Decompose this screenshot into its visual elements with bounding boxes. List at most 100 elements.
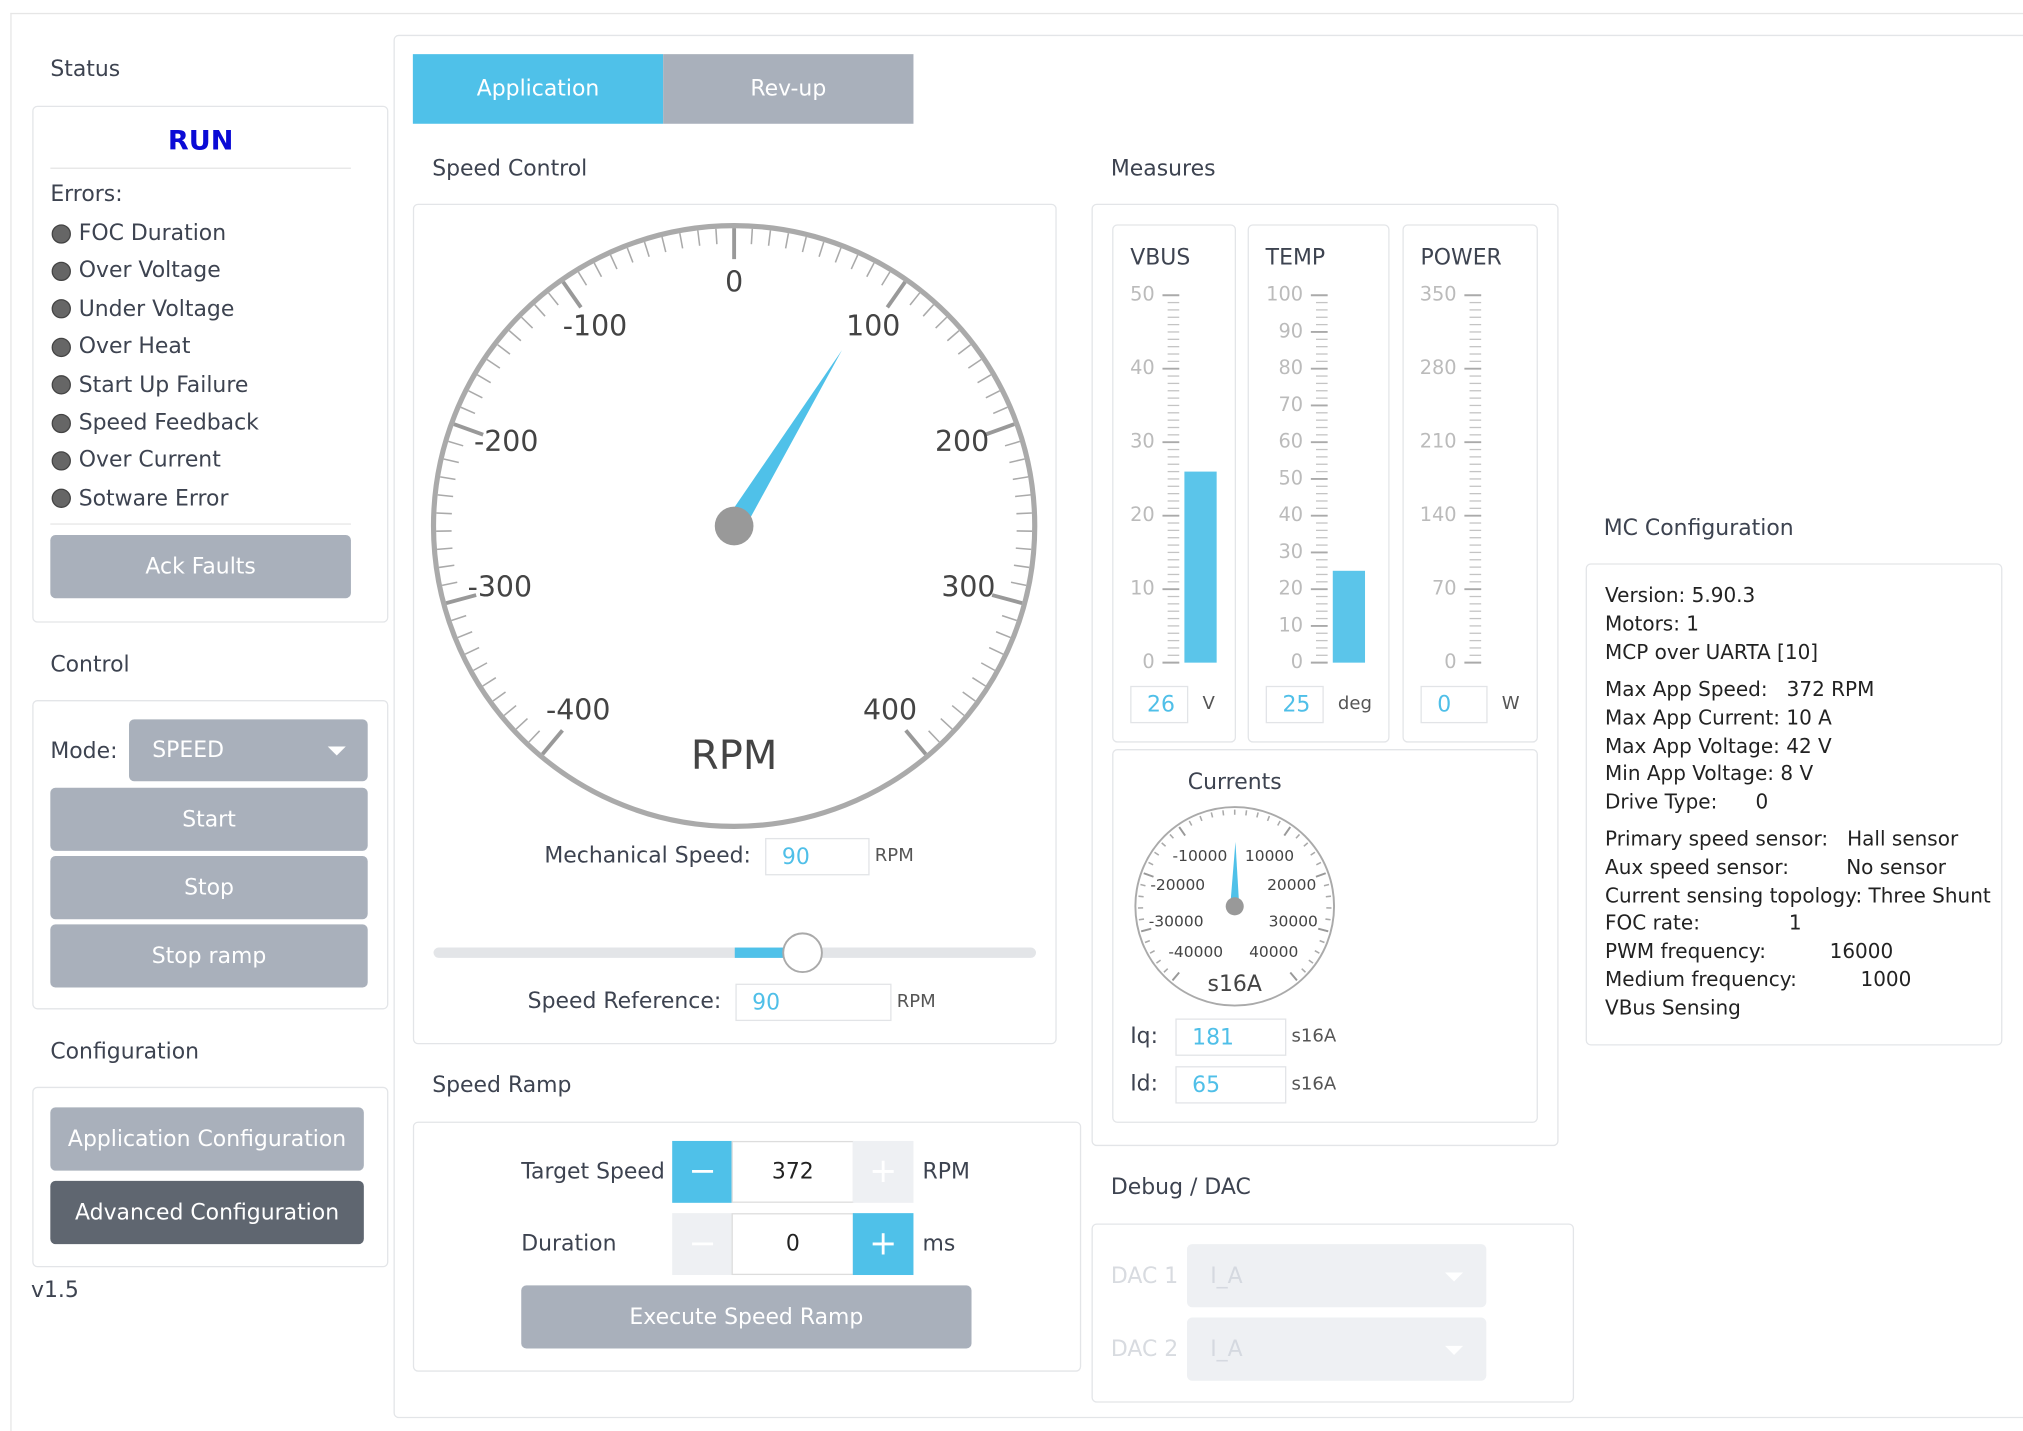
minor-tick xyxy=(1138,918,1145,921)
meter-value-field: 0 xyxy=(1420,685,1488,724)
needle xyxy=(1230,841,1240,907)
speed-reference-field[interactable]: 90 xyxy=(735,983,892,1022)
minor-tick xyxy=(928,730,940,743)
minor-tick xyxy=(992,406,1008,415)
mode-value: SPEED xyxy=(152,737,225,764)
minor-tick xyxy=(1149,950,1155,954)
unit: RPM xyxy=(874,845,914,867)
tick-label: 300 xyxy=(941,571,995,604)
error-led xyxy=(51,451,71,471)
tick-label: 200 xyxy=(935,425,989,458)
minor-tick xyxy=(988,646,1004,655)
minor-tick xyxy=(1144,939,1151,944)
configuration-button[interactable]: Application Configuration xyxy=(50,1107,364,1171)
dropdown-arrow xyxy=(327,746,346,756)
minor-tick xyxy=(940,717,953,730)
tick-mark xyxy=(1141,927,1152,933)
needle-hub xyxy=(714,506,754,546)
minor-tick xyxy=(437,494,454,498)
mc-config-line: Primary speed sensor: Hall sensor xyxy=(1605,827,1959,851)
tick-mark xyxy=(1315,872,1326,878)
minor-tick xyxy=(962,691,976,702)
minor-tick xyxy=(448,440,464,447)
minor-tick xyxy=(1154,851,1160,856)
minor-tick xyxy=(1140,883,1146,887)
tick-label: 90 xyxy=(1278,319,1303,342)
tick-label: 20 xyxy=(1130,503,1155,526)
tab-application[interactable]: Application xyxy=(412,54,664,124)
control-button[interactable]: Start xyxy=(50,787,368,851)
minus-button[interactable]: − xyxy=(672,1140,733,1203)
minor-tick xyxy=(515,717,529,730)
mc-config-line: Version: 5.90.3 xyxy=(1605,584,1756,608)
minor-tick xyxy=(977,374,992,384)
tab-rev-up[interactable]: Rev-up xyxy=(663,54,914,124)
tick-label: 20 xyxy=(1278,577,1303,600)
minor-tick xyxy=(1323,883,1330,887)
minor-tick xyxy=(1301,968,1307,973)
meter-title: VBUS xyxy=(1130,244,1191,271)
tick-label: 0 xyxy=(1142,650,1154,673)
minor-tick xyxy=(468,390,483,399)
error-led xyxy=(51,375,71,395)
tick-label: 70 xyxy=(1278,393,1303,416)
minor-tick xyxy=(909,292,921,306)
minor-tick xyxy=(767,230,772,246)
measures-title: Measures xyxy=(1110,155,1216,182)
dropdown-arrow xyxy=(1445,1272,1464,1282)
needle xyxy=(725,350,842,532)
tick-label: -30000 xyxy=(1149,912,1204,930)
plus-button[interactable]: + xyxy=(852,1213,914,1276)
minor-tick xyxy=(441,581,458,587)
run-state: RUN xyxy=(167,125,234,156)
mc-config-line: VBus Sensing xyxy=(1605,996,1741,1020)
control-button[interactable]: Stop xyxy=(50,856,368,920)
minor-tick xyxy=(486,358,501,369)
minor-tick xyxy=(1319,939,1325,944)
control-button[interactable]: Stop ramp xyxy=(50,924,368,988)
tick-label: 80 xyxy=(1278,356,1303,379)
iq-field: 181 xyxy=(1175,1018,1287,1056)
target-speed-field[interactable]: 372 xyxy=(731,1140,855,1203)
ack-faults-button[interactable]: Ack Faults xyxy=(50,535,351,599)
iq-label: Iq: xyxy=(1130,1023,1159,1050)
minor-tick xyxy=(473,662,488,672)
minor-tick xyxy=(1310,851,1316,856)
tick-mark xyxy=(991,593,1023,605)
dac-dropdown[interactable]: I_A xyxy=(1186,1317,1487,1381)
minor-tick xyxy=(1245,810,1248,816)
mc-config-line: Medium frequency: 1000 xyxy=(1605,968,1912,992)
minor-tick xyxy=(1266,815,1271,822)
divider xyxy=(50,167,351,169)
mc-config-line: Min App Voltage: 8 V xyxy=(1605,762,1814,786)
tick-label: 20000 xyxy=(1267,876,1316,894)
minor-tick xyxy=(626,247,634,263)
tick-mark xyxy=(1171,971,1180,981)
mc-config-line: FOC rate: 1 xyxy=(1605,911,1802,936)
duration-field[interactable]: 0 xyxy=(731,1213,855,1276)
control-title: Control xyxy=(50,652,130,679)
minor-tick xyxy=(1163,968,1169,973)
minor-tick xyxy=(1199,815,1203,822)
configuration-title: Configuration xyxy=(50,1039,200,1065)
minus-button[interactable]: − xyxy=(672,1213,733,1276)
minor-tick xyxy=(482,677,497,687)
plus-button[interactable]: + xyxy=(852,1140,914,1203)
dac-dropdown[interactable]: I_A xyxy=(1186,1244,1487,1308)
dial-rim xyxy=(1134,806,1336,1007)
minor-tick xyxy=(1210,812,1214,818)
configuration-button[interactable]: Advanced Configuration xyxy=(50,1180,364,1245)
mc-config-line: Max App Voltage: 42 V xyxy=(1605,734,1832,758)
tick-label: -400 xyxy=(546,694,610,727)
mc-config-line: Motors: 1 xyxy=(1605,612,1700,636)
mc-config-line: Current sensing topology: Three Shunt xyxy=(1605,883,1991,908)
unit: s16A xyxy=(1291,1026,1337,1047)
minor-tick xyxy=(951,704,965,717)
execute-speed-ramp-button[interactable]: Execute Speed Ramp xyxy=(521,1285,972,1349)
tick-label: 70 xyxy=(1432,577,1457,600)
meter-bar xyxy=(1184,471,1217,663)
minor-tick xyxy=(1314,950,1320,954)
minor-tick xyxy=(1004,440,1021,447)
slider-thumb[interactable] xyxy=(782,932,823,974)
